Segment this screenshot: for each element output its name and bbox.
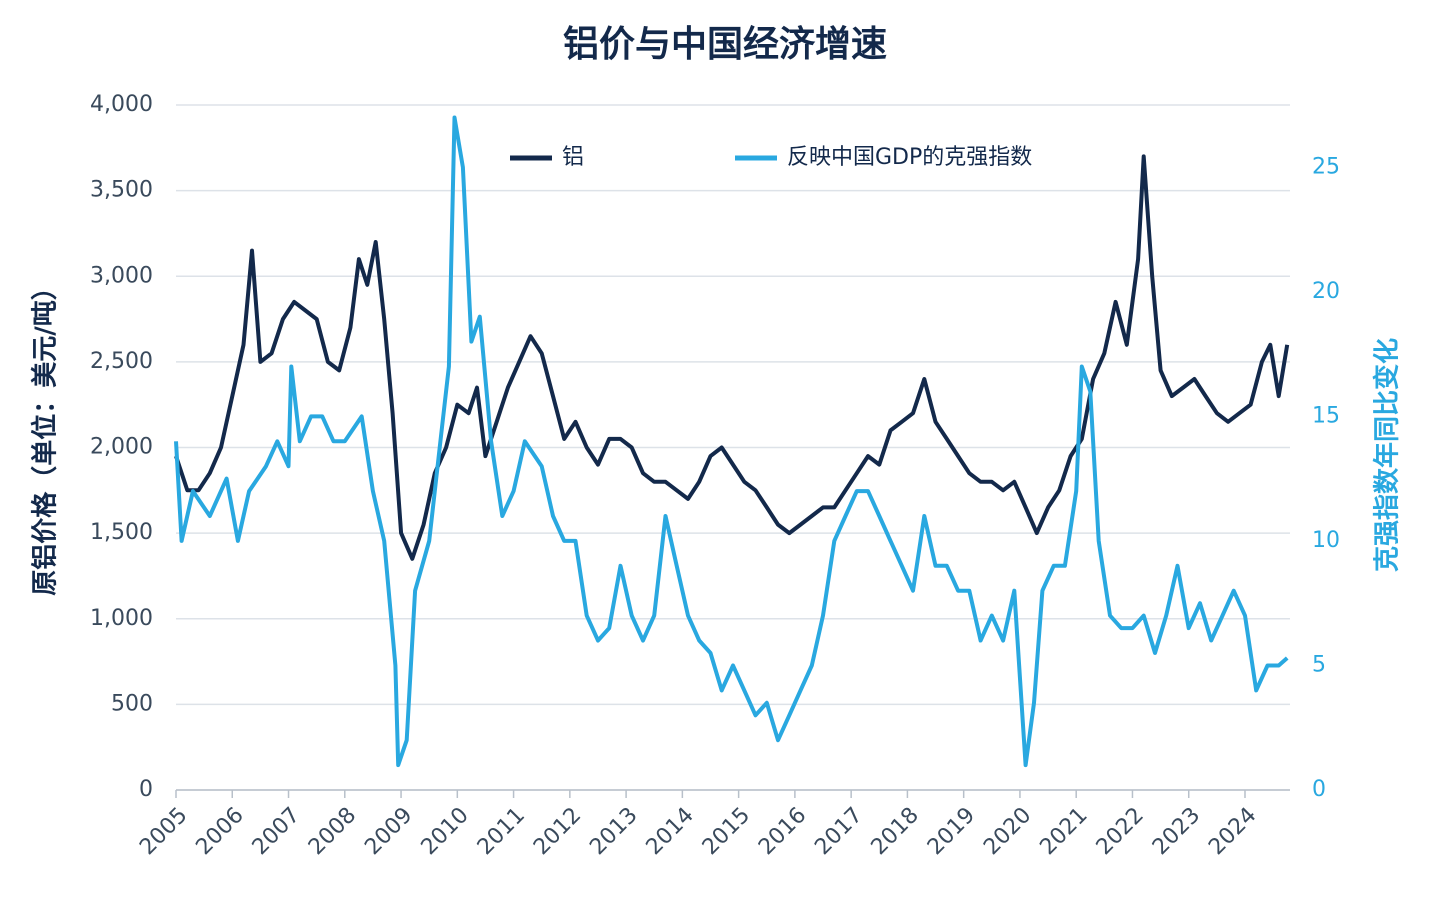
x-tick-label: 2009 — [360, 803, 417, 860]
y-tick-label: 3,500 — [90, 178, 153, 203]
y-tick-label: 4,000 — [90, 92, 153, 117]
y-tick-label: 1,000 — [90, 606, 153, 631]
y-tick-label: 1,500 — [90, 520, 153, 545]
x-tick-label: 2024 — [1204, 803, 1261, 860]
y-tick-label: 0 — [139, 777, 153, 802]
x-tick-label: 2008 — [304, 803, 361, 860]
y2-tick-label: 10 — [1312, 528, 1340, 553]
y2-axis-label: 克强指数年同比变化 — [1372, 338, 1403, 572]
x-tick-label: 2020 — [979, 803, 1036, 860]
x-tick-label: 2021 — [1035, 803, 1092, 860]
series-line — [174, 115, 1289, 768]
x-tick-label: 2015 — [698, 803, 755, 860]
y-tick-label: 2,000 — [90, 435, 153, 460]
x-tick-label: 2016 — [754, 803, 811, 860]
x-tick-label: 2007 — [248, 803, 305, 860]
y2-tick-label: 25 — [1312, 154, 1340, 179]
x-tick-label: 2011 — [473, 803, 530, 860]
x-tick-label: 2018 — [867, 803, 924, 860]
x-tick-label: 2023 — [1148, 803, 1205, 860]
chart-title: 铝价与中国经济增速 — [563, 24, 887, 65]
legend-label: 反映中国GDP的克强指数 — [787, 145, 1032, 170]
y-tick-label: 3,000 — [90, 263, 153, 288]
legend-label: 铝 — [562, 145, 584, 170]
y2-tick-label: 0 — [1312, 777, 1326, 802]
x-tick-label: 2022 — [1092, 803, 1149, 860]
x-tick-label: 2006 — [191, 803, 248, 860]
x-tick-label: 2019 — [923, 803, 980, 860]
x-tick-label: 2017 — [810, 803, 867, 860]
y2-tick-label: 20 — [1312, 279, 1340, 304]
x-tick-label: 2014 — [642, 803, 699, 860]
x-tick-label: 2005 — [135, 803, 192, 860]
y2-tick-label: 15 — [1312, 403, 1340, 428]
series-line — [174, 154, 1290, 561]
y-axis-label: 原铝价格（单位：美元/吨） — [30, 274, 61, 596]
y-tick-label: 500 — [111, 691, 153, 716]
y2-tick-label: 5 — [1312, 652, 1326, 677]
x-tick-label: 2012 — [529, 803, 586, 860]
x-tick-label: 2013 — [585, 803, 642, 860]
y-tick-label: 2,500 — [90, 349, 153, 374]
x-tick-label: 2010 — [417, 803, 474, 860]
